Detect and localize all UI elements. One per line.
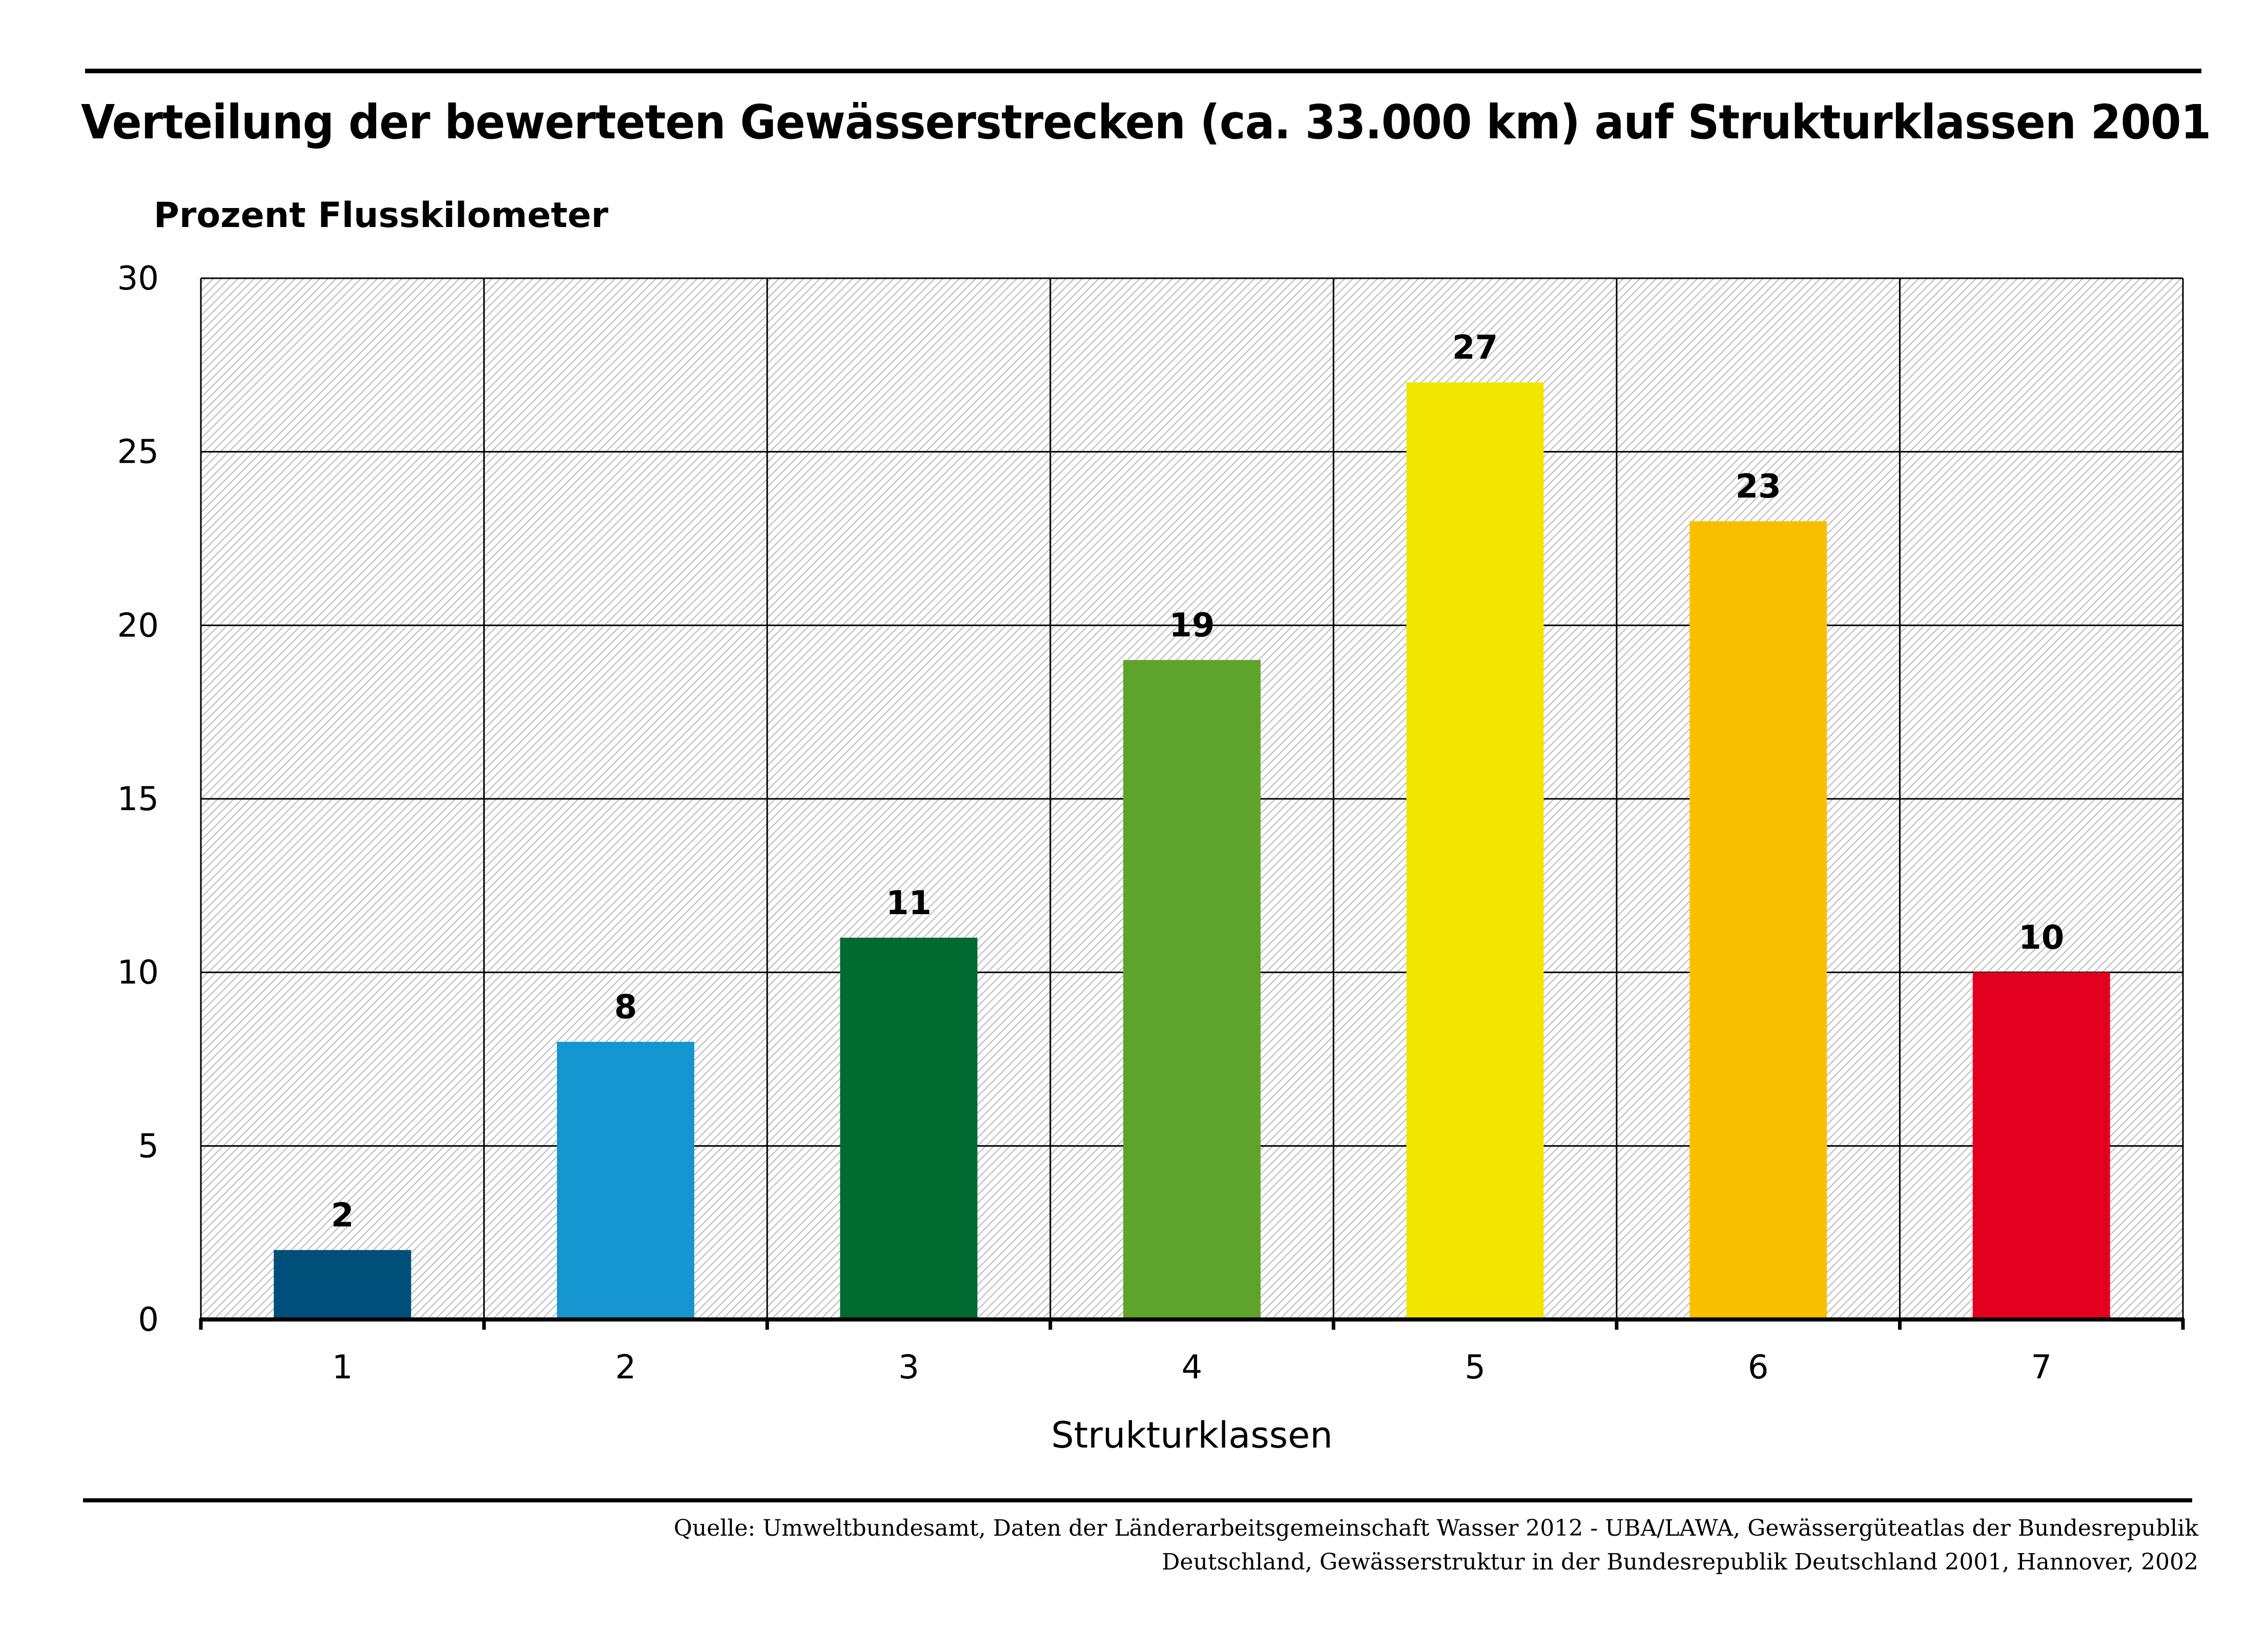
bar-class-7 [1972,972,2110,1319]
bottom-rule [83,1498,2192,1502]
x-tick-label: 1 [332,1349,353,1387]
value-label: 23 [1736,468,1781,506]
x-tick-label: 7 [2031,1349,2052,1387]
value-label: 19 [1169,607,1214,645]
x-tick-label: 2 [615,1349,636,1387]
value-label: 27 [1452,329,1498,367]
x-tick-label: 5 [1465,1349,1486,1387]
bar-class-1 [274,1250,411,1319]
bar-class-5 [1406,382,1544,1320]
value-label: 2 [331,1197,354,1235]
y-tick-label: 0 [138,1301,159,1339]
source-line-1: Quelle: Umweltbundesamt, Daten der Lände… [673,1515,2198,1541]
value-label: 8 [614,988,637,1026]
source-note: Quelle: Umweltbundesamt, Daten der Lände… [149,1512,2198,1579]
top-rule [85,69,2201,73]
y-tick-label: 5 [138,1127,159,1165]
x-axis-label: Strukturklassen [1051,1414,1332,1456]
y-axis-label: Prozent Flusskilometer [154,195,609,236]
y-tick-label: 15 [117,780,159,818]
y-tick-label: 25 [117,433,159,471]
x-tick-label: 6 [1748,1349,1769,1387]
bar-class-2 [557,1042,694,1319]
value-label: 11 [886,884,932,922]
x-tick-label: 3 [898,1349,919,1387]
bar-class-4 [1123,660,1261,1319]
x-tick-label: 4 [1182,1349,1203,1387]
bar-class-6 [1689,521,1827,1320]
source-line-2: Deutschland, Gewässerstruktur in der Bun… [1162,1549,2198,1575]
bar-class-3 [840,937,978,1319]
y-tick-label: 10 [117,954,159,992]
chart-title: Verteilung der bewerteten Gewässerstreck… [81,95,2211,150]
y-tick-label: 20 [117,607,159,645]
value-label: 10 [2018,919,2064,957]
y-tick-label: 30 [117,260,159,298]
